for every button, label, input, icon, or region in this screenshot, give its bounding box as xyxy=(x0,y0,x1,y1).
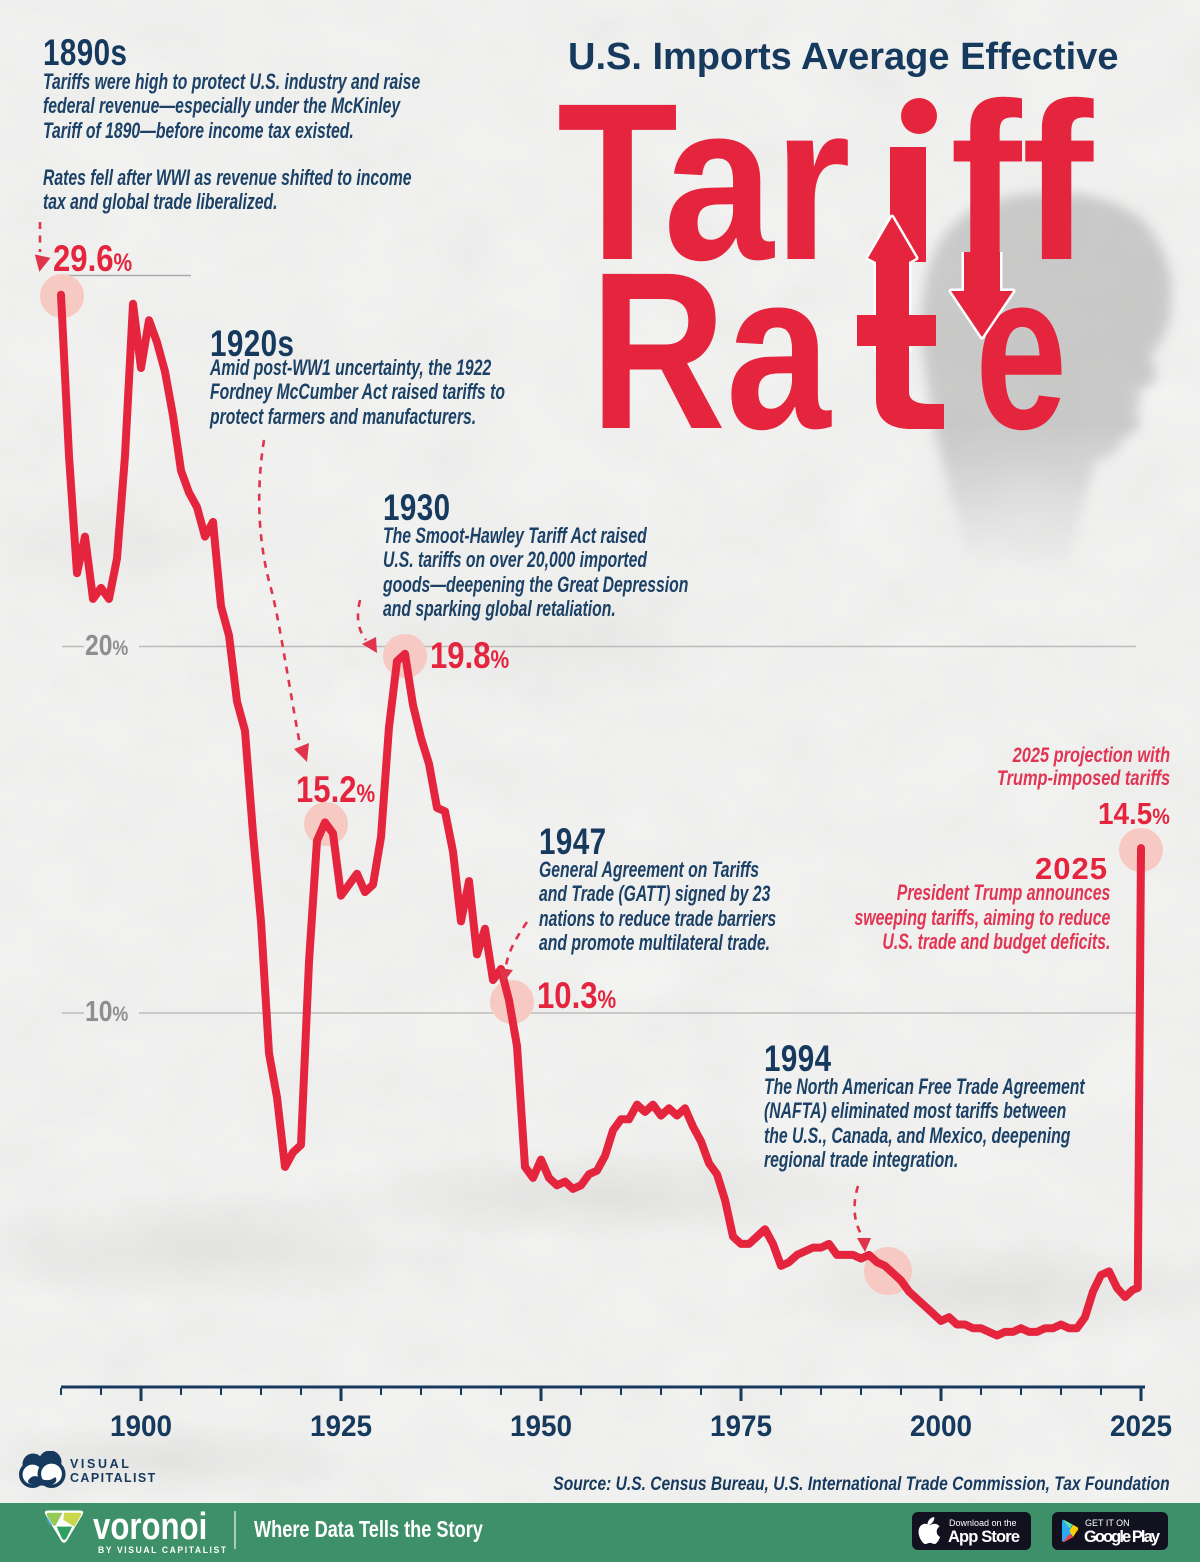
svg-text:CAPITALIST: CAPITALIST xyxy=(70,1471,157,1485)
svg-text:VISUAL: VISUAL xyxy=(70,1457,131,1471)
svg-text:GET IT ON: GET IT ON xyxy=(1085,1518,1130,1528)
svg-text:Download on the: Download on the xyxy=(949,1518,1017,1528)
svg-text:App Store: App Store xyxy=(948,1528,1020,1546)
svg-text:Google Play: Google Play xyxy=(1084,1528,1161,1546)
